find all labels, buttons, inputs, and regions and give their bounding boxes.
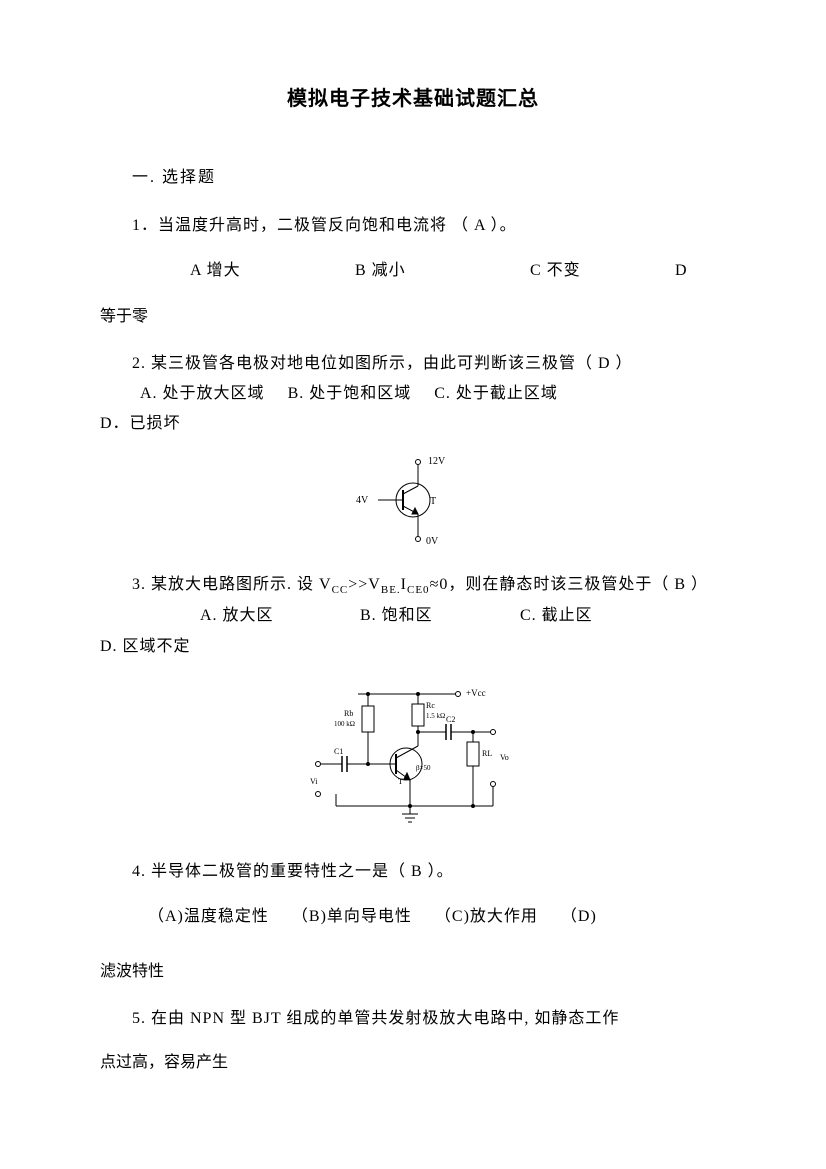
q2-fig-v12: 12V <box>428 456 446 467</box>
q1-option-d: D <box>675 256 688 286</box>
q4-continuation: 滤波特性 <box>100 957 726 987</box>
q3-option-c: C. 截止区 <box>520 601 593 631</box>
q5-stem-line2: 点过高，容易产生 <box>100 1048 726 1078</box>
q3-fig-c1: C1 <box>334 747 343 756</box>
q2-option-d: D．已损坏 <box>100 409 726 439</box>
document-title: 模拟电子技术基础试题汇总 <box>100 80 726 118</box>
q3-fig-rc-val: 1.5 kΩ <box>426 712 445 720</box>
q3-fig-vcc: +Vcc <box>466 688 486 698</box>
q2-stem: 2. 某三极管各电极对地电位如图所示，由此可判断该三极管（ D ） <box>100 349 726 379</box>
q4-option-d: （D) <box>561 908 597 925</box>
q3-fig-c2: C2 <box>446 715 455 724</box>
q2-fig-v4: 4V <box>356 495 369 506</box>
q3-options: A. 放大区 B. 饱和区 C. 截止区 <box>200 601 726 631</box>
q3-fig-rl: RL <box>482 749 492 758</box>
q1-option-b: B 减小 <box>355 256 525 286</box>
q1-continuation: 等于零 <box>100 302 726 332</box>
q2-fig-t: T <box>430 496 436 507</box>
q3-option-d: D. 区域不定 <box>100 632 726 662</box>
section-header: 一. 选择题 <box>100 163 726 193</box>
q4-options: （A)温度稳定性 （B)单向导电性 （C)放大作用 （D) <box>100 902 726 932</box>
q1-stem: 1．当温度升高时，二极管反向饱和电流将 （ A ）。 <box>100 211 726 241</box>
q1-option-a: A 增大 <box>190 256 350 286</box>
q1-options: A 增大 B 减小 C 不变 D <box>100 256 726 286</box>
q3-fig-beta: β=50 <box>416 764 431 772</box>
q3-fig-t: T <box>398 777 403 786</box>
q4-stem: 4. 半导体二极管的重要特性之一是（ B ）。 <box>100 857 726 887</box>
q2-figure: 12V 4V T 0V <box>100 454 726 560</box>
q2-option-b: B. 处于饱和区域 <box>288 385 412 402</box>
q3-fig-vo: Vo <box>500 753 509 762</box>
q3-fig-vi: Vi <box>310 777 318 786</box>
q3-figure: +Vcc Rb 100 kΩ Rc 1.5 kΩ C1 C2 RL Vi Vo … <box>100 676 726 847</box>
q1-option-c: C 不变 <box>530 256 670 286</box>
q3-fig-rb: Rb <box>344 709 353 718</box>
q4-option-c: （C)放大作用 <box>435 908 538 925</box>
q3-stem: 3. 某放大电路图所示. 设 VCC>>VBE.ICE0≈0，则在静态时该三极管… <box>100 570 726 601</box>
q2-option-a: A. 处于放大区域 <box>140 385 265 402</box>
q2-option-c: C. 处于截止区域 <box>434 385 558 402</box>
q2-options: A. 处于放大区域 B. 处于饱和区域 C. 处于截止区域 <box>100 379 726 409</box>
q5-stem-line1: 5. 在由 NPN 型 BJT 组成的单管共发射极放大电路中, 如静态工作 <box>100 1004 726 1034</box>
q3-option-a: A. 放大区 <box>200 601 355 631</box>
q4-option-a: （A)温度稳定性 <box>148 908 269 925</box>
q4-option-b: （B)单向导电性 <box>292 908 412 925</box>
q3-fig-rc: Rc <box>426 701 435 710</box>
q3-option-b: B. 饱和区 <box>360 601 515 631</box>
q2-fig-v0: 0V <box>426 536 439 547</box>
q3-fig-rb-val: 100 kΩ <box>334 720 355 728</box>
